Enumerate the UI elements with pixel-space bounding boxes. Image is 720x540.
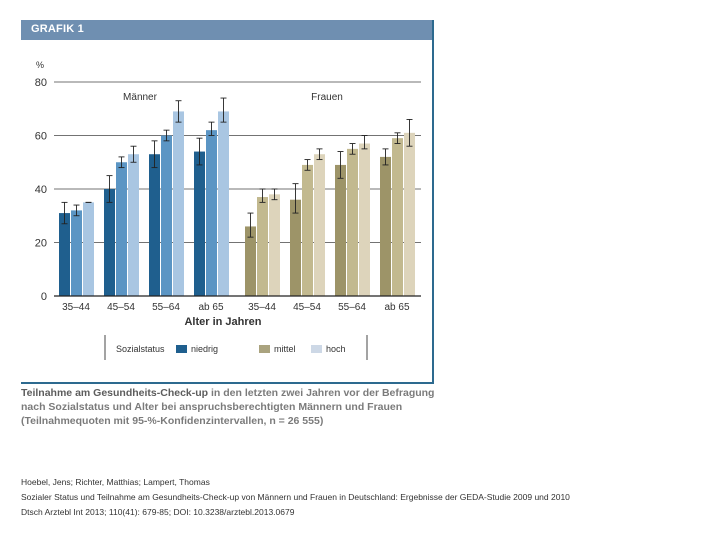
bar-männer-mittel xyxy=(116,162,127,296)
x-tick-label: 35–44 xyxy=(62,302,90,313)
bar-männer-hoch xyxy=(128,154,139,296)
x-tick-label: 45–54 xyxy=(107,302,135,313)
legend-title: Sozialstatus xyxy=(116,344,165,354)
group-label-frauen: Frauen xyxy=(311,92,343,103)
legend-label-hoch: hoch xyxy=(326,344,346,354)
bar-frauen-hoch xyxy=(359,143,370,296)
citation-article: Sozialer Status und Teilnahme am Gesundh… xyxy=(21,492,570,502)
y-tick-label: 20 xyxy=(35,238,47,250)
bar-männer-niedrig xyxy=(149,154,160,296)
citation-block: Hoebel, Jens; Richter, Matthias; Lampert… xyxy=(21,475,711,520)
legend-label-mittel: mittel xyxy=(274,344,296,354)
figure-frame: GRAFIK 1 % 0 20 40 60 80 35–44 45–54 55–64 ab 65 3… xyxy=(21,20,434,384)
bar-frauen-mittel xyxy=(392,138,403,296)
x-tick-label: ab 65 xyxy=(198,302,223,313)
y-tick-label: 0 xyxy=(41,291,47,303)
bar-männer-hoch xyxy=(83,202,94,296)
legend-swatch-hoch xyxy=(311,345,322,353)
x-axis-label: Alter in Jahren xyxy=(184,316,261,328)
bar-frauen-hoch xyxy=(404,132,415,296)
bar-männer-niedrig xyxy=(59,213,70,296)
bar-männer-hoch xyxy=(218,111,229,296)
citation-journal: Dtsch Arztebl Int 2013; 110(41): 679-85;… xyxy=(21,507,295,517)
citation-authors: Hoebel, Jens; Richter, Matthias; Lampert… xyxy=(21,477,210,487)
caption-lead: Teilnahme am Gesundheits-Check-up xyxy=(21,387,209,399)
bar-männer-niedrig xyxy=(104,189,115,296)
bar-chart: % 0 20 40 60 80 35–44 45–54 55–64 ab 65 35–44 45–54… xyxy=(35,60,421,360)
legend-label-niedrig: niedrig xyxy=(191,344,218,354)
x-tick-label: 45–54 xyxy=(293,302,321,313)
bar-männer-mittel xyxy=(161,135,172,296)
x-tick-label: 55–64 xyxy=(152,302,180,313)
figure-title: GRAFIK 1 xyxy=(31,23,84,35)
bar-männer-mittel xyxy=(71,210,82,296)
x-tick-label: 35–44 xyxy=(248,302,276,313)
y-tick-label: 60 xyxy=(35,131,47,143)
bar-männer-niedrig xyxy=(194,151,205,296)
y-tick-label: 40 xyxy=(35,184,47,196)
bar-frauen-niedrig xyxy=(380,156,391,296)
x-tick-label: 55–64 xyxy=(338,302,366,313)
bar-frauen-hoch xyxy=(269,194,280,296)
figure-header-bar: GRAFIK 1 xyxy=(21,20,432,40)
bar-frauen-mittel xyxy=(257,197,268,296)
bar-frauen-mittel xyxy=(302,164,313,296)
bar-frauen-niedrig xyxy=(245,226,256,296)
y-unit-label: % xyxy=(36,60,44,70)
x-tick-label: ab 65 xyxy=(384,302,409,313)
caption-rest: in den letzten zwei Jahren vor der Befra… xyxy=(21,387,435,427)
bar-männer-mittel xyxy=(206,130,217,296)
bar-frauen-hoch xyxy=(314,154,325,296)
bar-frauen-mittel xyxy=(347,148,358,296)
group-label-maenner: Männer xyxy=(123,92,158,103)
bar-frauen-niedrig xyxy=(290,199,301,296)
figure-caption: Teilnahme am Gesundheits-Check-up in den… xyxy=(21,386,441,428)
y-tick-label: 80 xyxy=(35,77,47,89)
bar-frauen-niedrig xyxy=(335,164,346,296)
legend-swatch-mittel xyxy=(259,345,270,353)
legend-swatch-niedrig xyxy=(176,345,187,353)
bar-männer-hoch xyxy=(173,111,184,296)
